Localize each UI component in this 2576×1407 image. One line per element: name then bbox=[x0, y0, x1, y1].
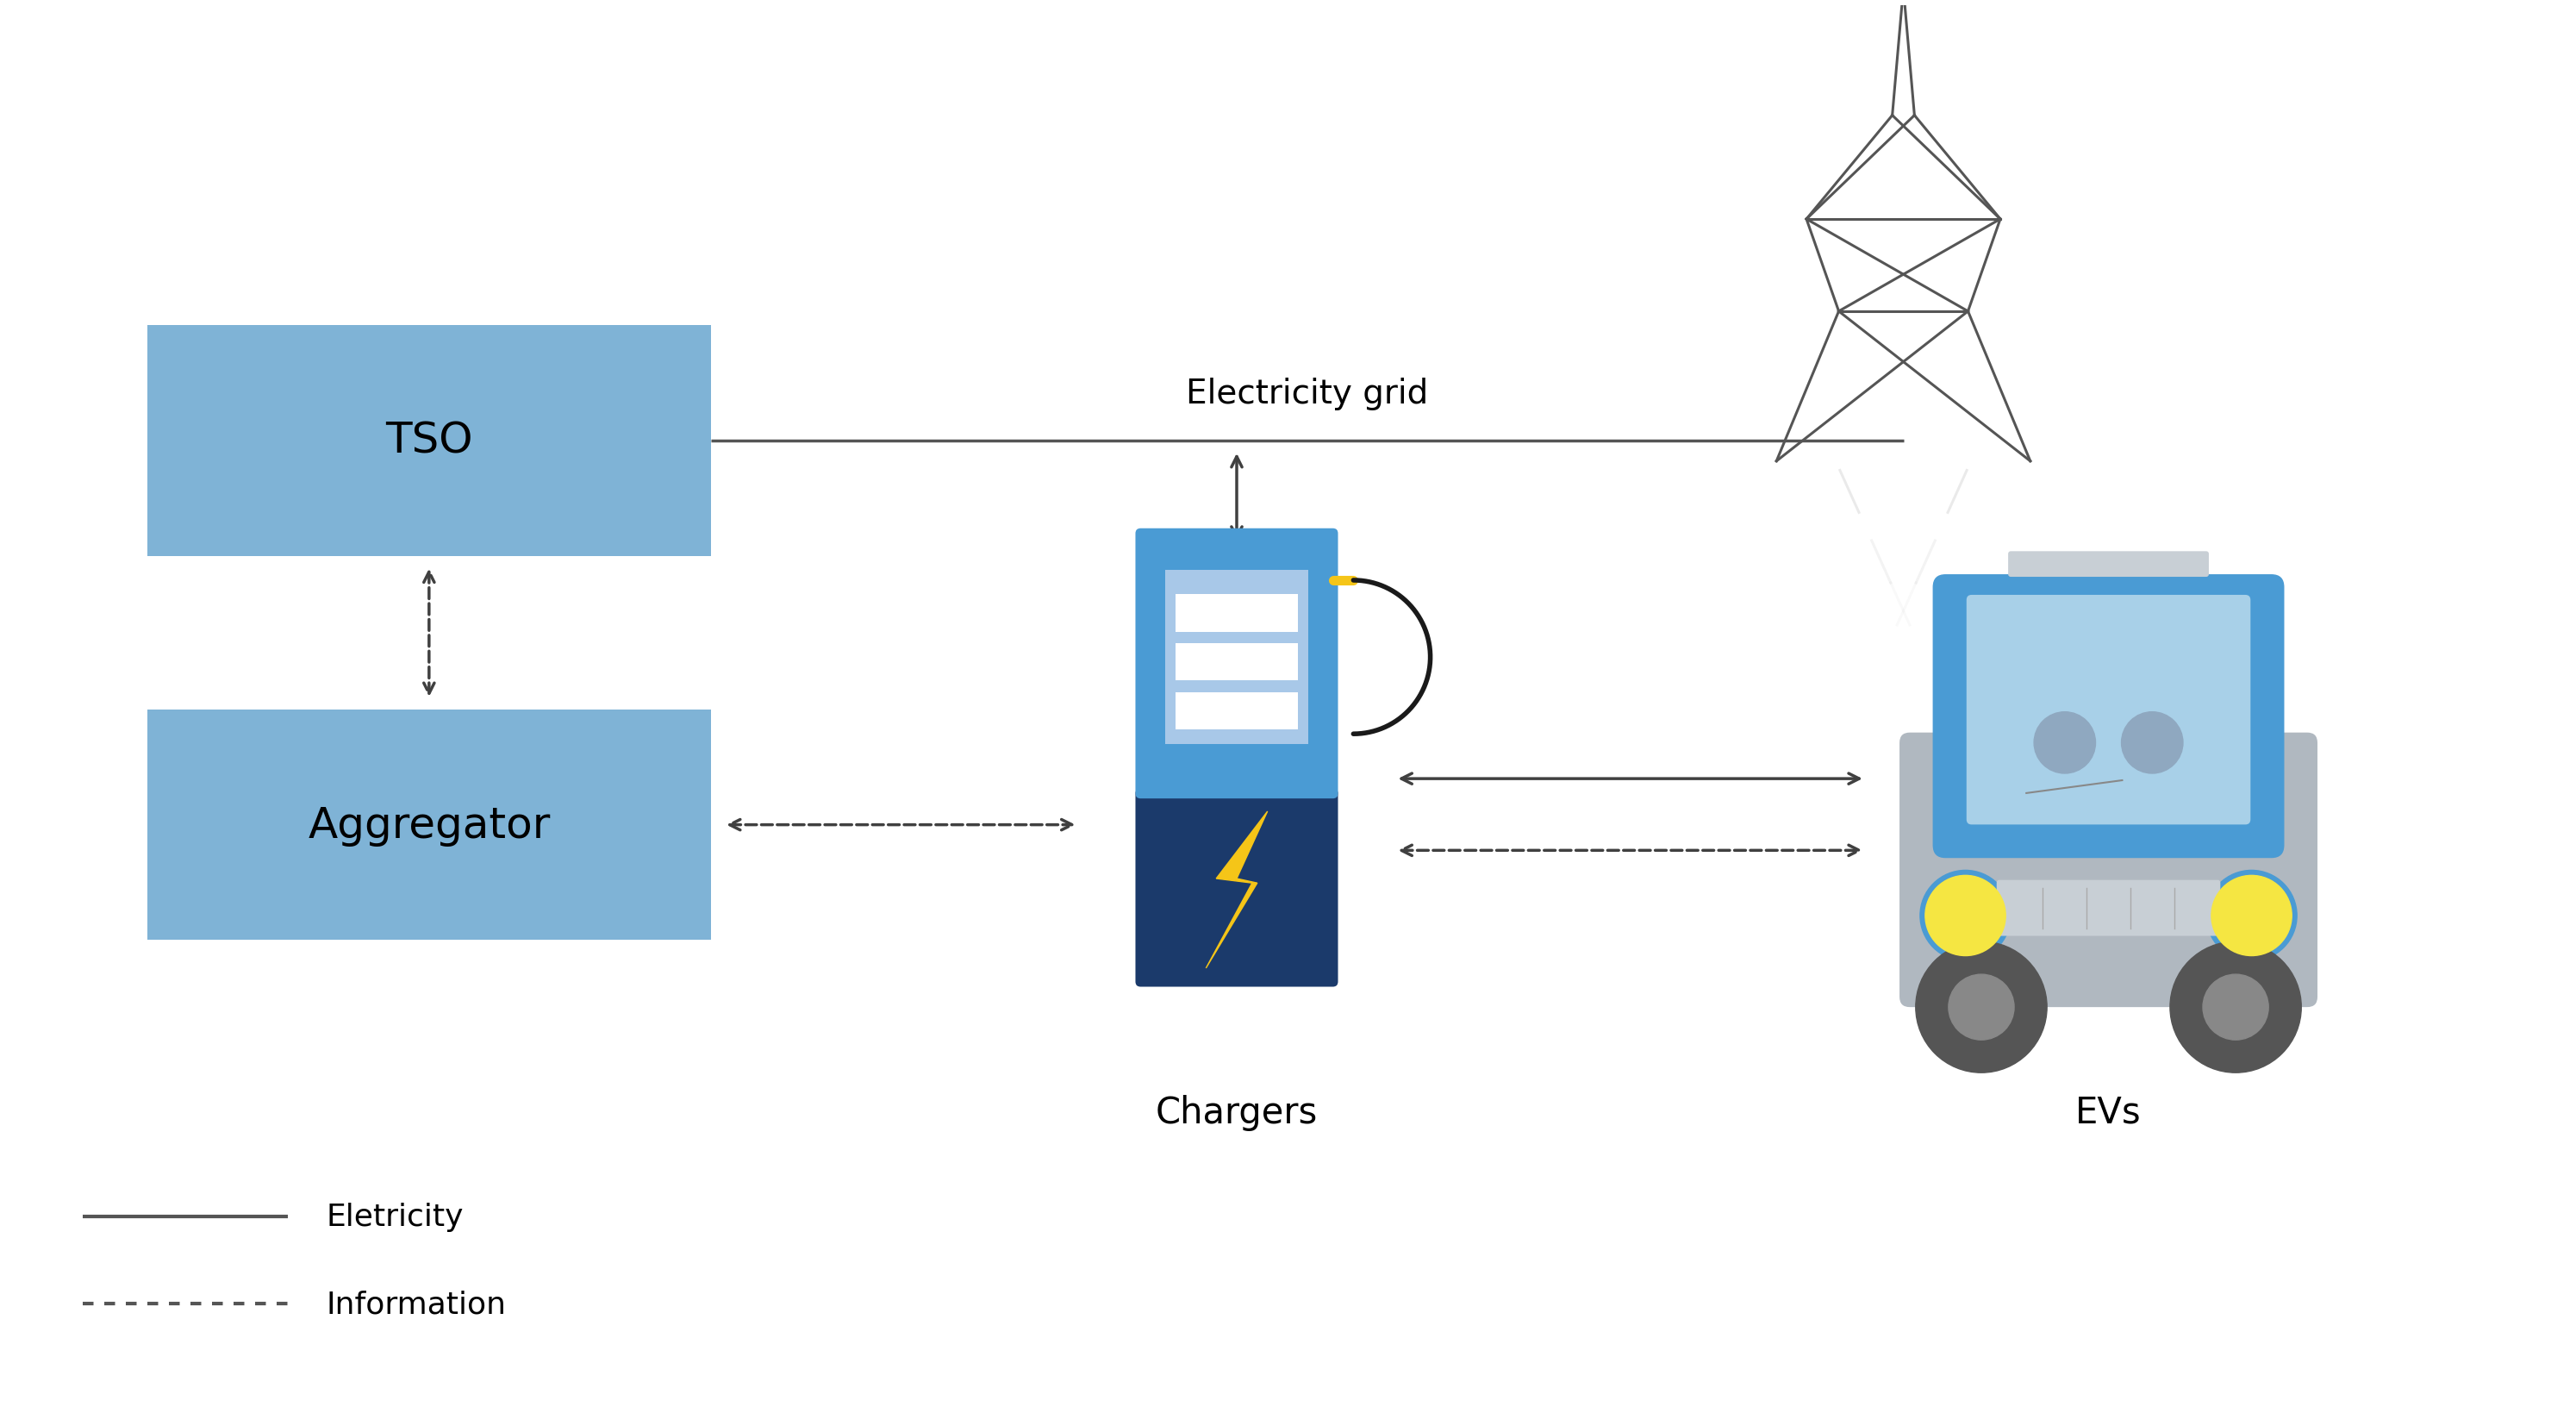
FancyBboxPatch shape bbox=[1136, 788, 1337, 986]
FancyBboxPatch shape bbox=[147, 711, 711, 940]
Circle shape bbox=[2205, 871, 2298, 961]
Polygon shape bbox=[1206, 812, 1267, 968]
Circle shape bbox=[1919, 871, 2012, 961]
Circle shape bbox=[1924, 875, 2007, 955]
FancyBboxPatch shape bbox=[1164, 570, 1309, 744]
Circle shape bbox=[2210, 875, 2293, 955]
Text: Chargers: Chargers bbox=[1157, 1093, 1319, 1130]
Text: EVs: EVs bbox=[2076, 1093, 2141, 1130]
Circle shape bbox=[2169, 941, 2300, 1074]
FancyBboxPatch shape bbox=[1899, 733, 2318, 1007]
Circle shape bbox=[1917, 941, 2048, 1074]
Text: Eletricity: Eletricity bbox=[327, 1202, 464, 1231]
FancyBboxPatch shape bbox=[1175, 692, 1298, 730]
Text: TSO: TSO bbox=[386, 421, 474, 461]
FancyBboxPatch shape bbox=[1996, 881, 2221, 936]
Circle shape bbox=[2123, 712, 2182, 774]
Text: Information: Information bbox=[327, 1289, 507, 1318]
FancyBboxPatch shape bbox=[1175, 644, 1298, 681]
Text: Electricity grid: Electricity grid bbox=[1185, 377, 1430, 411]
Circle shape bbox=[1947, 975, 2014, 1040]
Circle shape bbox=[2202, 975, 2269, 1040]
FancyBboxPatch shape bbox=[1136, 529, 1337, 799]
FancyBboxPatch shape bbox=[1965, 595, 2251, 825]
FancyBboxPatch shape bbox=[1932, 574, 2285, 858]
Circle shape bbox=[2035, 712, 2094, 774]
Text: Aggregator: Aggregator bbox=[307, 805, 551, 846]
FancyBboxPatch shape bbox=[2009, 552, 2208, 577]
FancyBboxPatch shape bbox=[147, 326, 711, 556]
FancyBboxPatch shape bbox=[1175, 595, 1298, 632]
